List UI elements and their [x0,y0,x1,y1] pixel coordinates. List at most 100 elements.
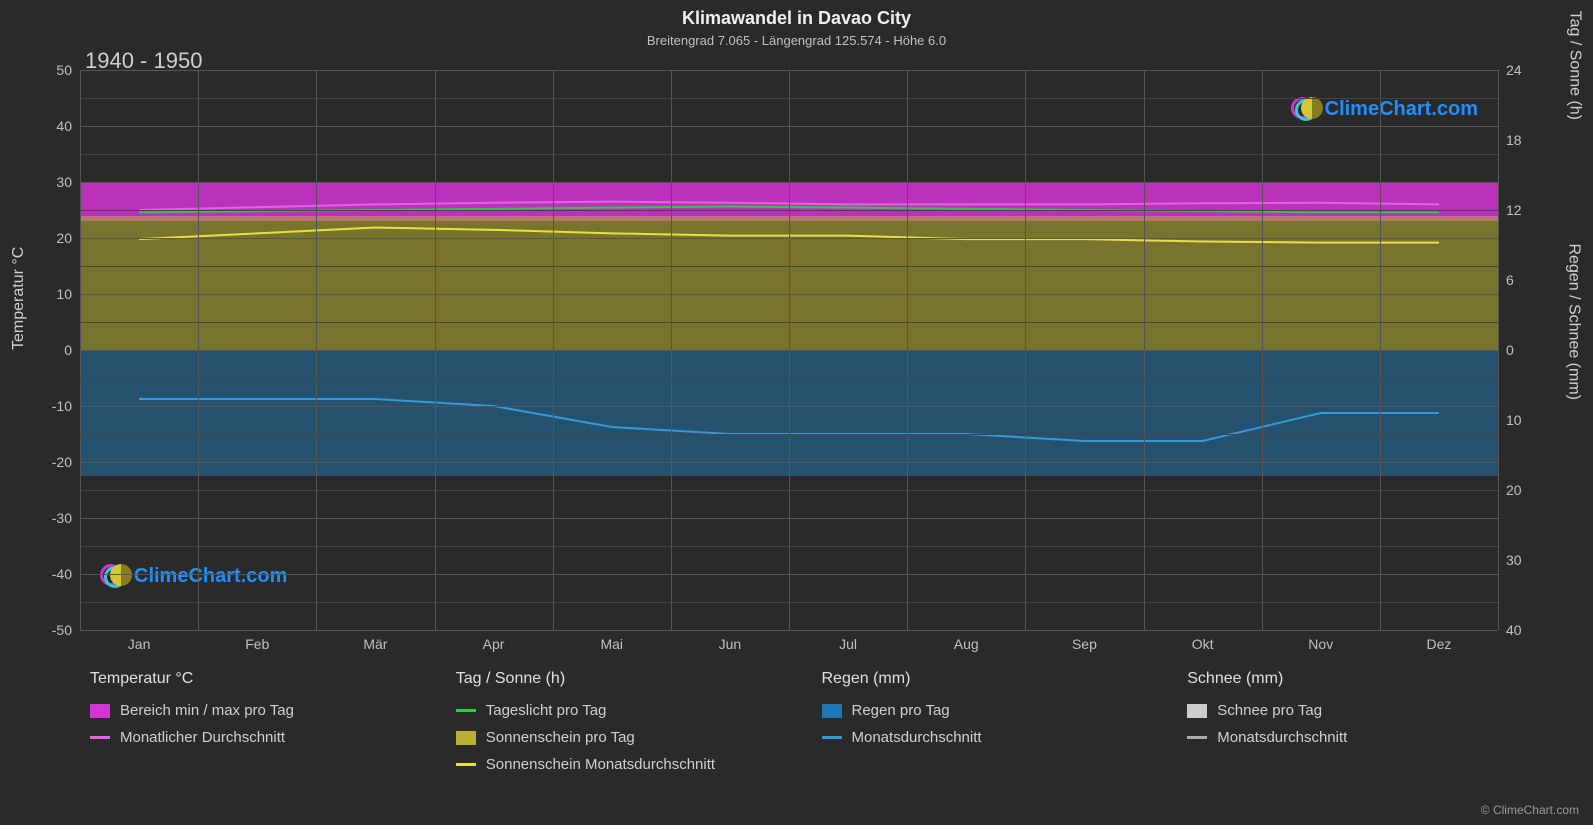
y-tick-right-sun: 0 [1498,342,1514,358]
grid-horizontal-minor [80,154,1498,155]
y-axis-right-top-label: Tag / Sonne (h) [1565,11,1583,120]
legend-header: Temperatur °C [90,670,436,688]
legend-col-sun: Tag / Sonne (h) Tageslicht pro Tag Sonnen… [456,670,802,773]
legend-label: Monatlicher Durchschnitt [120,729,285,746]
y-tick-right-rain: 30 [1498,552,1522,568]
x-tick-month: Mär [363,630,387,652]
grid-horizontal-minor [80,434,1498,435]
legend-swatch [822,736,842,739]
legend-header: Schnee (mm) [1187,670,1533,688]
legend-label: Monatsdurchschnitt [852,729,982,746]
y-tick-left: 20 [56,230,80,246]
climate-chart: Klimawandel in Davao City Breitengrad 7.… [0,0,1593,825]
grid-horizontal-minor [80,378,1498,379]
y-tick-left: 10 [56,286,80,302]
x-tick-month: Nov [1308,630,1333,652]
legend-label: Tageslicht pro Tag [486,702,607,719]
logo-icon [1291,95,1319,123]
y-tick-left: 50 [56,62,80,78]
legend-item: Monatsdurchschnitt [822,729,1168,746]
x-tick-month: Dez [1426,630,1451,652]
grid-horizontal [80,70,1498,71]
x-tick-month: Okt [1192,630,1214,652]
x-tick-month: Sep [1072,630,1097,652]
legend-item: Sonnenschein Monatsdurchschnitt [456,756,802,773]
legend-item: Monatlicher Durchschnitt [90,729,436,746]
y-tick-left: -40 [52,566,80,582]
legend-header: Tag / Sonne (h) [456,670,802,688]
legend: Temperatur °C Bereich min / max pro Tag M… [90,670,1533,773]
legend-item: Monatsdurchschnitt [1187,729,1533,746]
legend-swatch [90,704,110,718]
legend-label: Monatsdurchschnitt [1217,729,1347,746]
legend-header: Regen (mm) [822,670,1168,688]
legend-swatch [456,731,476,745]
legend-col-temp: Temperatur °C Bereich min / max pro Tag M… [90,670,436,773]
x-tick-month: Jul [839,630,857,652]
y-tick-left: 0 [64,342,80,358]
grid-horizontal [80,630,1498,631]
legend-swatch [90,736,110,739]
y-axis-left-label: Temperatur °C [10,247,28,350]
chart-subtitle: Breitengrad 7.065 - Längengrad 125.574 -… [0,29,1593,48]
legend-col-snow: Schnee (mm) Schnee pro Tag Monatsdurchsch… [1187,670,1533,773]
grid-horizontal [80,350,1498,351]
y-axis-right-bottom-label: Regen / Schnee (mm) [1565,243,1583,400]
grid-horizontal-minor [80,266,1498,267]
x-tick-month: Mai [600,630,623,652]
y-tick-left: -10 [52,398,80,414]
grid-horizontal-minor [80,210,1498,211]
y-tick-right-sun: 6 [1498,272,1514,288]
watermark-bottom: ClimeChart.com [100,562,287,590]
y-tick-right-rain: 20 [1498,482,1522,498]
legend-label: Sonnenschein pro Tag [486,729,635,746]
grid-horizontal-minor [80,546,1498,547]
legend-swatch [456,763,476,766]
legend-item: Sonnenschein pro Tag [456,729,802,746]
grid-horizontal-minor [80,602,1498,603]
watermark-text: ClimeChart.com [1325,98,1478,121]
y-tick-left: -50 [52,622,80,638]
grid-horizontal-minor [80,98,1498,99]
y-tick-right-rain: 10 [1498,412,1522,428]
watermark-top: ClimeChart.com [1291,95,1478,123]
grid-horizontal [80,406,1498,407]
y-tick-right-rain: 40 [1498,622,1522,638]
y-tick-left: 40 [56,118,80,134]
legend-item: Schnee pro Tag [1187,702,1533,719]
y-tick-left: 30 [56,174,80,190]
legend-col-rain: Regen (mm) Regen pro Tag Monatsdurchschni… [822,670,1168,773]
grid-horizontal [80,238,1498,239]
grid-horizontal-minor [80,490,1498,491]
x-tick-month: Feb [245,630,269,652]
legend-label: Regen pro Tag [852,702,950,719]
grid-horizontal [80,294,1498,295]
chart-title: Klimawandel in Davao City [0,0,1593,29]
y-tick-right-sun: 12 [1498,202,1522,218]
x-tick-month: Apr [483,630,505,652]
grid-horizontal [80,462,1498,463]
grid-horizontal [80,126,1498,127]
legend-swatch [456,709,476,712]
legend-swatch [822,704,842,718]
legend-label: Sonnenschein Monatsdurchschnitt [486,756,715,773]
legend-item: Tageslicht pro Tag [456,702,802,719]
plot-area: ClimeChart.com ClimeChart.com 5040302010… [80,70,1498,630]
legend-item: Regen pro Tag [822,702,1168,719]
y-tick-left: -30 [52,510,80,526]
y-tick-right-sun: 18 [1498,132,1522,148]
legend-label: Bereich min / max pro Tag [120,702,294,719]
legend-swatch [1187,704,1207,718]
grid-horizontal-minor [80,322,1498,323]
grid-horizontal [80,182,1498,183]
legend-label: Schnee pro Tag [1217,702,1322,719]
watermark-text: ClimeChart.com [134,565,287,588]
y-tick-left: -20 [52,454,80,470]
grid-horizontal [80,518,1498,519]
copyright: © ClimeChart.com [1481,803,1579,817]
x-tick-month: Jan [128,630,151,652]
x-tick-month: Aug [954,630,979,652]
logo-icon [100,562,128,590]
x-tick-month: Jun [719,630,742,652]
grid-horizontal [80,574,1498,575]
